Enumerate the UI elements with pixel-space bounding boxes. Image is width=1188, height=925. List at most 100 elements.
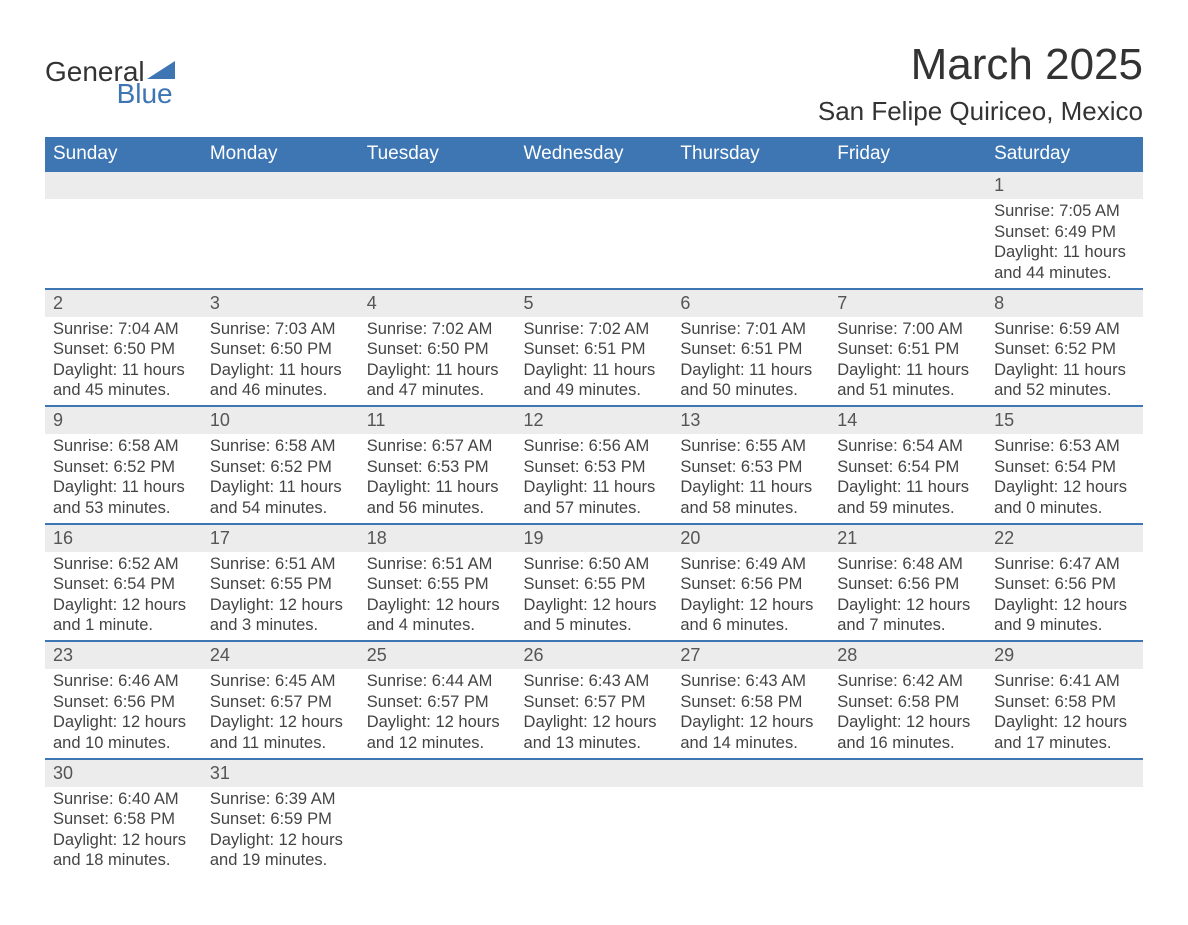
day-detail-cell: Sunrise: 6:39 AMSunset: 6:59 PMDaylight:… — [202, 787, 359, 876]
day-number-cell: 15 — [986, 406, 1143, 434]
day-detail-cell: Sunrise: 6:41 AMSunset: 6:58 PMDaylight:… — [986, 669, 1143, 759]
sunset-text: Sunset: 6:54 PM — [53, 574, 194, 595]
day-number-cell: 14 — [829, 406, 986, 434]
day-detail-cell: Sunrise: 7:02 AMSunset: 6:51 PMDaylight:… — [516, 317, 673, 407]
sunrise-text: Sunrise: 6:40 AM — [53, 789, 194, 810]
daylight1-text: Daylight: 11 hours — [53, 360, 194, 381]
day-number-row: 2345678 — [45, 289, 1143, 317]
weekday-header: Tuesday — [359, 137, 516, 172]
daylight1-text: Daylight: 11 hours — [524, 477, 665, 498]
daylight2-text: and 16 minutes. — [837, 733, 978, 754]
daylight1-text: Daylight: 12 hours — [837, 595, 978, 616]
daylight1-text: Daylight: 11 hours — [210, 360, 351, 381]
day-detail-row: Sunrise: 6:40 AMSunset: 6:58 PMDaylight:… — [45, 787, 1143, 876]
day-detail-cell: Sunrise: 7:04 AMSunset: 6:50 PMDaylight:… — [45, 317, 202, 407]
daylight2-text: and 7 minutes. — [837, 615, 978, 636]
daylight2-text: and 54 minutes. — [210, 498, 351, 519]
day-number-cell: 22 — [986, 524, 1143, 552]
day-detail-cell: Sunrise: 6:54 AMSunset: 6:54 PMDaylight:… — [829, 434, 986, 524]
day-detail-cell: Sunrise: 6:56 AMSunset: 6:53 PMDaylight:… — [516, 434, 673, 524]
day-detail-cell: Sunrise: 6:47 AMSunset: 6:56 PMDaylight:… — [986, 552, 1143, 642]
sunrise-text: Sunrise: 6:58 AM — [210, 436, 351, 457]
sunrise-text: Sunrise: 6:44 AM — [367, 671, 508, 692]
sunrise-text: Sunrise: 7:02 AM — [367, 319, 508, 340]
day-detail-cell: Sunrise: 6:50 AMSunset: 6:55 PMDaylight:… — [516, 552, 673, 642]
day-number-cell: 2 — [45, 289, 202, 317]
day-detail-cell — [45, 199, 202, 289]
day-number-cell: 5 — [516, 289, 673, 317]
day-number-cell: 6 — [672, 289, 829, 317]
daylight1-text: Daylight: 11 hours — [210, 477, 351, 498]
day-detail-cell: Sunrise: 6:48 AMSunset: 6:56 PMDaylight:… — [829, 552, 986, 642]
daylight2-text: and 6 minutes. — [680, 615, 821, 636]
day-number-cell — [359, 172, 516, 199]
sunset-text: Sunset: 6:50 PM — [367, 339, 508, 360]
day-number-cell: 11 — [359, 406, 516, 434]
sunrise-text: Sunrise: 6:48 AM — [837, 554, 978, 575]
sunset-text: Sunset: 6:50 PM — [210, 339, 351, 360]
weekday-header: Monday — [202, 137, 359, 172]
sunrise-text: Sunrise: 6:49 AM — [680, 554, 821, 575]
day-detail-cell: Sunrise: 6:46 AMSunset: 6:56 PMDaylight:… — [45, 669, 202, 759]
sunrise-text: Sunrise: 6:45 AM — [210, 671, 351, 692]
day-number-cell — [986, 759, 1143, 787]
day-detail-cell — [359, 199, 516, 289]
day-detail-cell — [202, 199, 359, 289]
sunset-text: Sunset: 6:51 PM — [524, 339, 665, 360]
daylight2-text: and 50 minutes. — [680, 380, 821, 401]
day-detail-row: Sunrise: 6:52 AMSunset: 6:54 PMDaylight:… — [45, 552, 1143, 642]
daylight2-text: and 46 minutes. — [210, 380, 351, 401]
day-detail-cell — [672, 787, 829, 876]
day-detail-cell: Sunrise: 6:44 AMSunset: 6:57 PMDaylight:… — [359, 669, 516, 759]
daylight2-text: and 9 minutes. — [994, 615, 1135, 636]
daylight1-text: Daylight: 12 hours — [524, 712, 665, 733]
day-number-cell: 28 — [829, 641, 986, 669]
sunset-text: Sunset: 6:55 PM — [210, 574, 351, 595]
day-number-cell: 12 — [516, 406, 673, 434]
sunset-text: Sunset: 6:55 PM — [367, 574, 508, 595]
daylight1-text: Daylight: 11 hours — [994, 242, 1135, 263]
daylight2-text: and 10 minutes. — [53, 733, 194, 754]
day-detail-cell: Sunrise: 7:02 AMSunset: 6:50 PMDaylight:… — [359, 317, 516, 407]
day-detail-cell — [516, 787, 673, 876]
daylight1-text: Daylight: 12 hours — [367, 595, 508, 616]
daylight1-text: Daylight: 11 hours — [367, 477, 508, 498]
daylight1-text: Daylight: 12 hours — [680, 712, 821, 733]
day-number-cell: 1 — [986, 172, 1143, 199]
daylight2-text: and 14 minutes. — [680, 733, 821, 754]
sunrise-text: Sunrise: 6:41 AM — [994, 671, 1135, 692]
calendar-table: Sunday Monday Tuesday Wednesday Thursday… — [45, 137, 1143, 875]
page-title: March 2025 — [818, 40, 1143, 90]
sunset-text: Sunset: 6:58 PM — [680, 692, 821, 713]
daylight1-text: Daylight: 11 hours — [680, 477, 821, 498]
day-detail-cell: Sunrise: 6:59 AMSunset: 6:52 PMDaylight:… — [986, 317, 1143, 407]
day-number-cell: 26 — [516, 641, 673, 669]
daylight2-text: and 13 minutes. — [524, 733, 665, 754]
sunrise-text: Sunrise: 6:47 AM — [994, 554, 1135, 575]
daylight1-text: Daylight: 11 hours — [53, 477, 194, 498]
sunrise-text: Sunrise: 6:56 AM — [524, 436, 665, 457]
header: General Blue March 2025 San Felipe Quiri… — [45, 40, 1143, 127]
day-number-cell: 7 — [829, 289, 986, 317]
sunrise-text: Sunrise: 6:42 AM — [837, 671, 978, 692]
day-detail-cell: Sunrise: 6:57 AMSunset: 6:53 PMDaylight:… — [359, 434, 516, 524]
day-number-cell: 10 — [202, 406, 359, 434]
day-number-cell: 30 — [45, 759, 202, 787]
daylight2-text: and 12 minutes. — [367, 733, 508, 754]
sunrise-text: Sunrise: 7:04 AM — [53, 319, 194, 340]
day-number-cell: 24 — [202, 641, 359, 669]
daylight1-text: Daylight: 11 hours — [837, 477, 978, 498]
day-detail-cell: Sunrise: 6:55 AMSunset: 6:53 PMDaylight:… — [672, 434, 829, 524]
day-number-cell — [202, 172, 359, 199]
day-detail-cell: Sunrise: 6:53 AMSunset: 6:54 PMDaylight:… — [986, 434, 1143, 524]
day-number-cell — [45, 172, 202, 199]
sunset-text: Sunset: 6:56 PM — [994, 574, 1135, 595]
sunrise-text: Sunrise: 6:58 AM — [53, 436, 194, 457]
sunset-text: Sunset: 6:58 PM — [53, 809, 194, 830]
sunset-text: Sunset: 6:58 PM — [994, 692, 1135, 713]
brand-logo: General Blue — [45, 58, 175, 108]
weekday-header: Friday — [829, 137, 986, 172]
day-number-row: 3031 — [45, 759, 1143, 787]
daylight2-text: and 47 minutes. — [367, 380, 508, 401]
sunrise-text: Sunrise: 7:03 AM — [210, 319, 351, 340]
